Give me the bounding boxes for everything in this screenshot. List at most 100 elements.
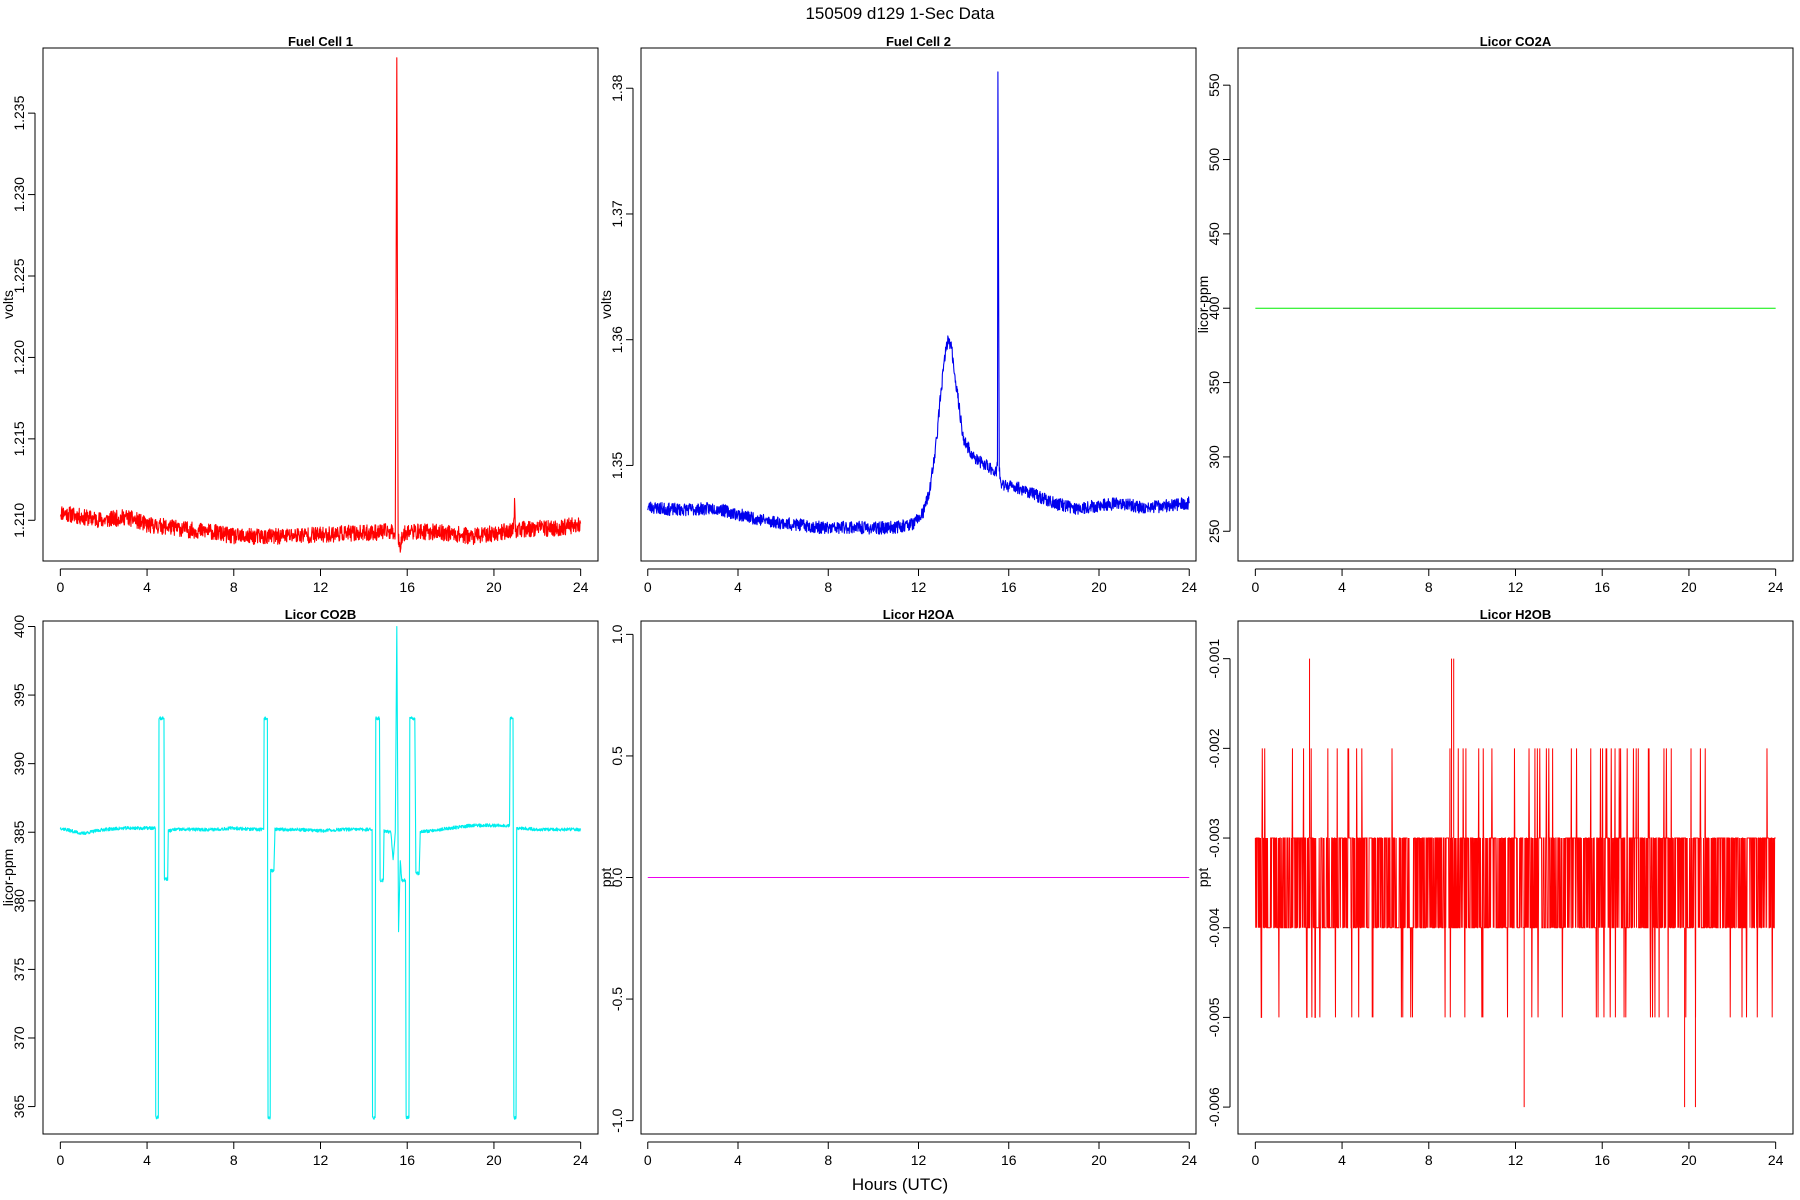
x-tick-label: 12	[1508, 1152, 1524, 1168]
y-tick-label: 450	[1206, 222, 1222, 246]
y-tick-label: 1.215	[11, 421, 27, 456]
x-tick-label: 16	[1001, 579, 1017, 595]
x-tick-label: 20	[486, 1152, 502, 1168]
y-tick-label: -0.5	[609, 987, 625, 1011]
y-axis-label: volts	[0, 290, 16, 319]
series-line	[647, 71, 1190, 535]
panel-4: Licor CO2B 0 4 8 12 16 20 24 365 370 375 380 385 390 3…	[0, 607, 599, 1168]
panel-3: Licor CO2A 0 4 8 12 16 20 24 250 300 350 400 450 500 5…	[1195, 34, 1794, 595]
y-tick-label: -0.002	[1206, 728, 1222, 768]
x-tick-label: 12	[911, 1152, 927, 1168]
x-tick-label: 8	[824, 1152, 832, 1168]
panel-title: Fuel Cell 2	[886, 34, 951, 49]
series-line	[59, 625, 582, 1120]
figure-x-axis-label: Hours (UTC)	[852, 1175, 948, 1194]
y-tick-label: 1.36	[609, 326, 625, 353]
x-tick-label: 20	[1091, 579, 1107, 595]
series-line	[1254, 658, 1776, 1108]
panel-title: Licor CO2B	[285, 607, 357, 622]
panels: Fuel Cell 1 0 4 8 12 16 20 24 1.210 1.215 1.220 1.2…	[0, 34, 1794, 1168]
x-tick-label: 16	[399, 1152, 415, 1168]
x-tick-label: 8	[230, 1152, 238, 1168]
y-tick-label: 395	[11, 683, 27, 707]
y-tick-label: -0.003	[1206, 818, 1222, 858]
panel-2: Fuel Cell 2 0 4 8 12 16 20 24 1.35 1.36 1.37 1.38 vo…	[598, 34, 1197, 595]
plot-frame	[640, 47, 1197, 562]
x-tick-label: 4	[734, 579, 742, 595]
x-tick-label: 16	[1594, 1152, 1610, 1168]
x-tick-label: 0	[1251, 1152, 1259, 1168]
y-tick-label: 1.0	[609, 624, 625, 644]
x-tick-label: 4	[1338, 1152, 1346, 1168]
y-tick-label: 1.220	[11, 340, 27, 375]
y-tick-label: 1.37	[609, 200, 625, 227]
y-tick-label: 350	[1206, 371, 1222, 395]
x-tick-label: 8	[1425, 579, 1433, 595]
y-tick-label: -0.004	[1206, 908, 1222, 948]
x-tick-label: 24	[573, 1152, 589, 1168]
y-axis-label: ppt	[598, 868, 614, 888]
x-tick-label: 24	[1768, 579, 1784, 595]
y-tick-label: 1.210	[11, 503, 27, 538]
x-tick-label: 24	[1181, 1152, 1197, 1168]
y-tick-label: 1.230	[11, 177, 27, 212]
x-tick-label: 12	[313, 1152, 329, 1168]
y-axis-label: licor-ppm	[1195, 276, 1211, 334]
x-tick-label: 0	[644, 1152, 652, 1168]
y-tick-label: 380	[11, 889, 27, 913]
y-tick-label: 1.235	[11, 95, 27, 130]
plot-frame	[1237, 47, 1794, 562]
x-tick-label: 16	[1001, 1152, 1017, 1168]
panel-1: Fuel Cell 1 0 4 8 12 16 20 24 1.210 1.215 1.220 1.2…	[0, 34, 599, 595]
x-tick-label: 12	[313, 579, 329, 595]
y-tick-label: 250	[1206, 519, 1222, 543]
x-tick-label: 8	[1425, 1152, 1433, 1168]
y-tick-label: 1.225	[11, 258, 27, 293]
y-tick-label: 0.0	[609, 868, 625, 888]
y-tick-label: -0.001	[1206, 639, 1222, 679]
x-tick-label: 0	[56, 579, 64, 595]
series-line	[59, 57, 582, 553]
plot-frame	[640, 620, 1197, 1135]
x-tick-label: 0	[56, 1152, 64, 1168]
panel-title: Licor H2OA	[883, 607, 955, 622]
plot-frame	[1237, 620, 1794, 1135]
plot-frame	[42, 620, 599, 1135]
y-tick-label: 390	[11, 752, 27, 776]
x-tick-label: 20	[1681, 1152, 1697, 1168]
x-tick-label: 0	[644, 579, 652, 595]
panel-title: Fuel Cell 1	[288, 34, 353, 49]
x-tick-label: 20	[486, 579, 502, 595]
x-tick-label: 4	[1338, 579, 1346, 595]
y-tick-label: 400	[11, 615, 27, 639]
x-tick-label: 24	[1181, 579, 1197, 595]
x-tick-label: 20	[1091, 1152, 1107, 1168]
y-axis-label: licor-ppm	[0, 849, 16, 907]
y-tick-label: 370	[11, 1026, 27, 1050]
y-tick-label: -0.005	[1206, 997, 1222, 1037]
x-tick-label: 24	[573, 579, 589, 595]
x-tick-label: 24	[1768, 1152, 1784, 1168]
y-axis-label: volts	[598, 290, 614, 319]
x-tick-label: 12	[1508, 579, 1524, 595]
x-tick-label: 12	[911, 579, 927, 595]
y-tick-label: 385	[11, 820, 27, 844]
x-tick-label: 4	[143, 1152, 151, 1168]
y-tick-label: -1.0	[609, 1108, 625, 1132]
y-tick-label: 375	[11, 958, 27, 982]
panel-6: Licor H2OB 0 4 8 12 16 20 24 -0.006 -0.005 -0.004 -…	[1195, 607, 1794, 1168]
x-tick-label: 16	[399, 579, 415, 595]
y-tick-label: 300	[1206, 445, 1222, 469]
x-tick-label: 16	[1594, 579, 1610, 595]
x-tick-label: 8	[824, 579, 832, 595]
x-tick-label: 20	[1681, 579, 1697, 595]
x-tick-label: 4	[734, 1152, 742, 1168]
figure-title: 150509 d129 1-Sec Data	[805, 4, 995, 23]
y-tick-label: -0.006	[1206, 1087, 1222, 1127]
y-tick-label: 1.38	[609, 74, 625, 101]
panel-5: Licor H2OA 0 4 8 12 16 20 24 -1.0 -0.5 0.0 0.5 1.0 pp…	[598, 607, 1197, 1168]
y-tick-label: 500	[1206, 148, 1222, 172]
y-axis-label: ppt	[1195, 868, 1211, 888]
plot-frame	[42, 47, 599, 562]
